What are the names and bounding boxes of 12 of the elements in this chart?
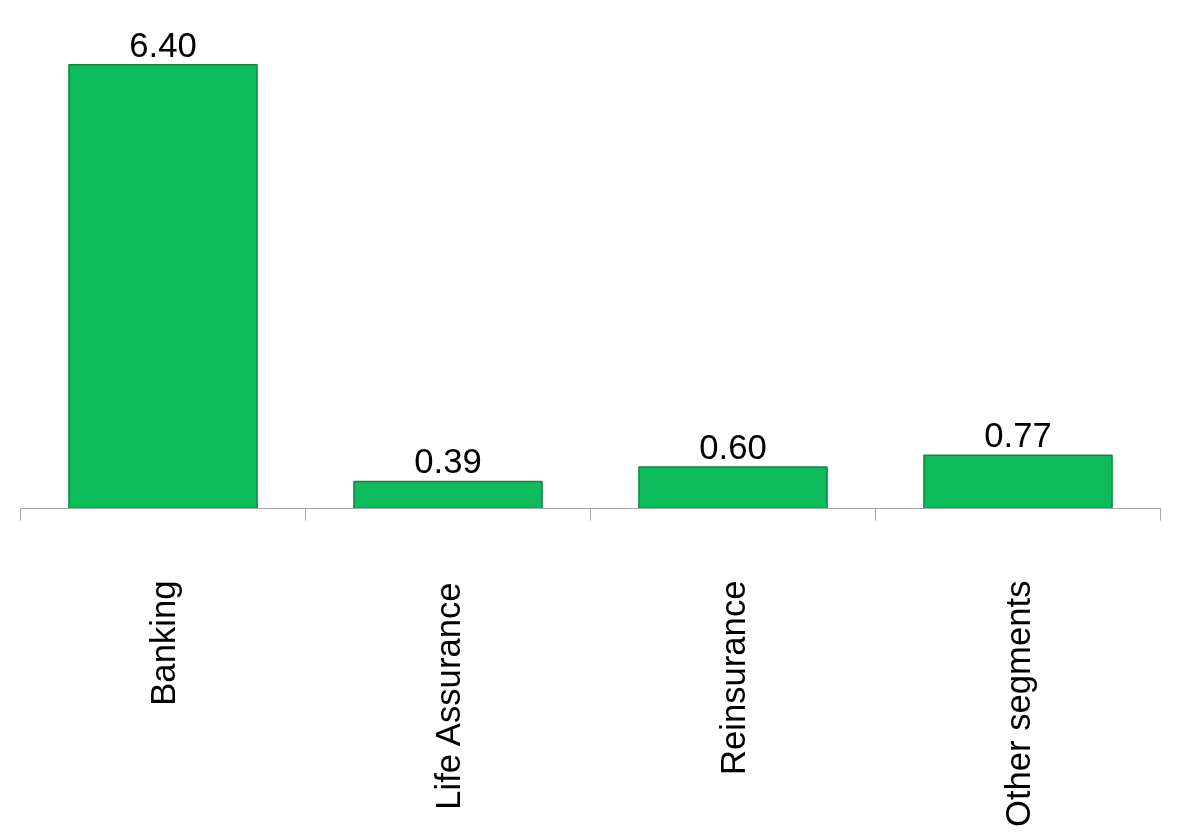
bar (68, 64, 258, 509)
bar (638, 466, 828, 509)
data-label: 0.60 (699, 427, 767, 466)
data-label: 0.77 (984, 416, 1052, 455)
x-tick-label: Banking (144, 580, 182, 706)
bar (353, 480, 543, 509)
x-tick-label: Other segments (999, 580, 1037, 828)
data-label: 0.39 (414, 442, 482, 481)
bar (923, 454, 1113, 509)
x-tick-label: Life Assurance (429, 582, 467, 810)
data-label: 6.40 (129, 25, 197, 64)
x-tick-label: Reinsurance (714, 580, 752, 776)
